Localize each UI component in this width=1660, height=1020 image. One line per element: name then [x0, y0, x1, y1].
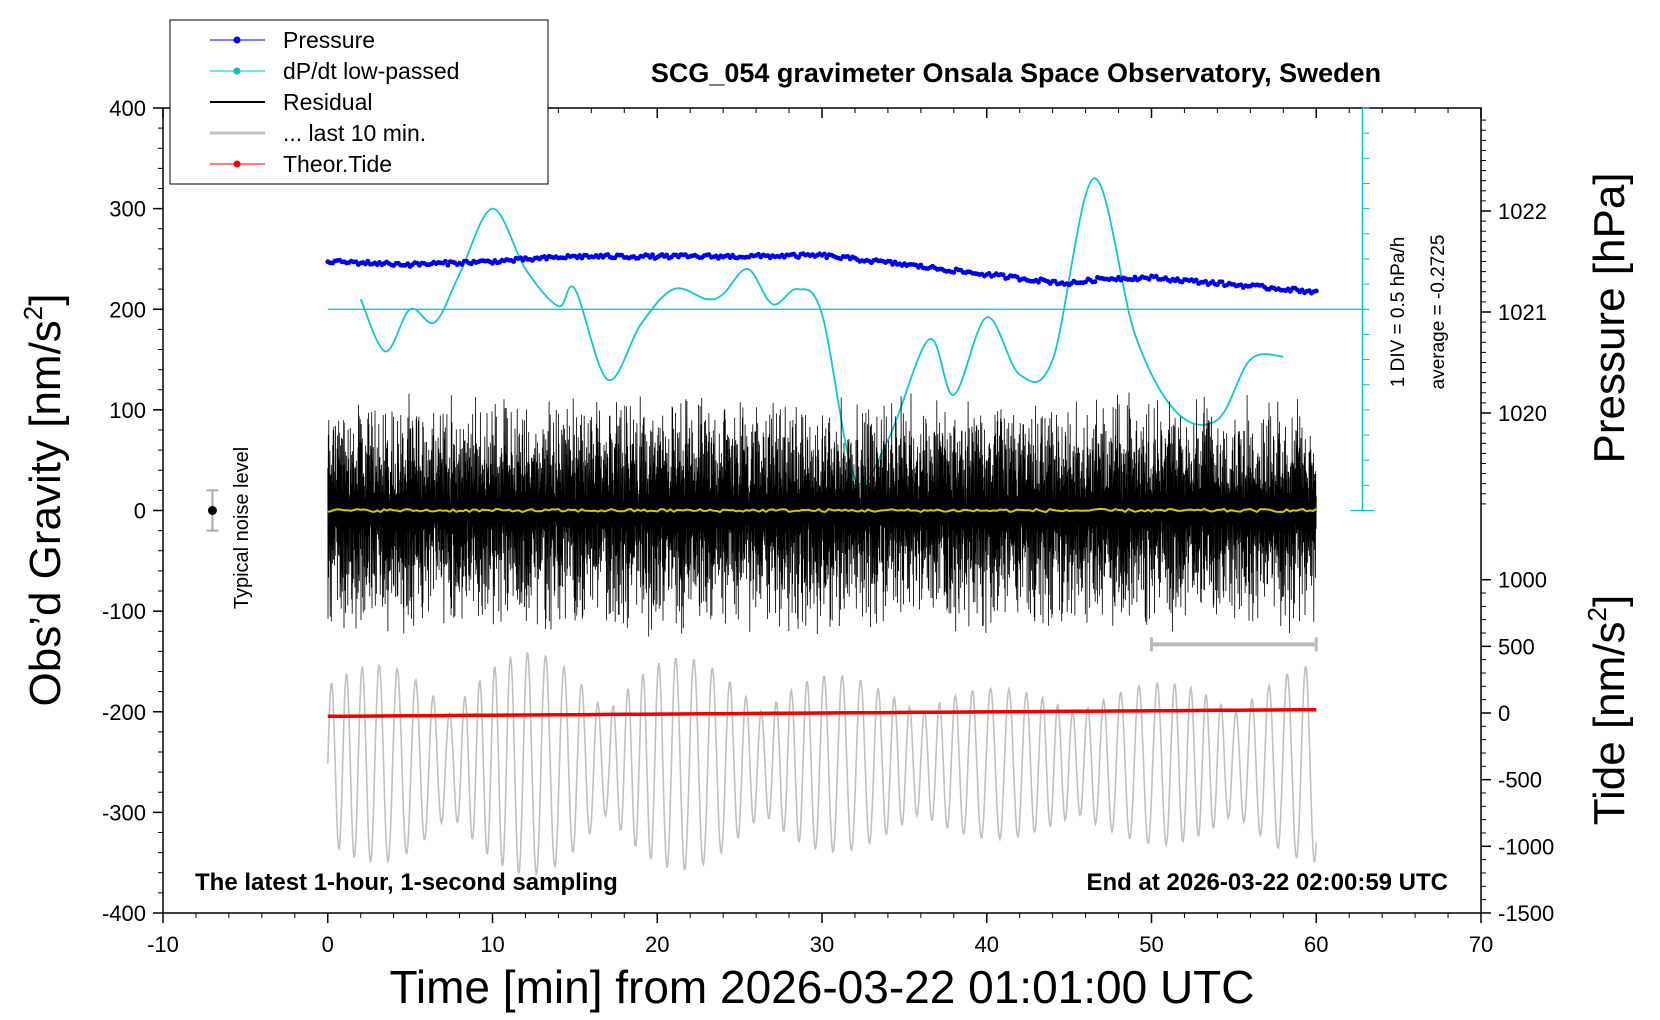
y-tick-label: -300: [102, 800, 146, 825]
y-tick-label: 100: [109, 398, 146, 423]
pressure-point: [445, 262, 451, 268]
residual-line: [327, 392, 1317, 637]
legend-item-tide: Theor.Tide: [210, 151, 392, 177]
y-axis-label-left-sup: 2: [18, 306, 48, 320]
dpdt-series: [327, 107, 1375, 512]
pressure-point: [822, 251, 827, 257]
pressure-series: [325, 251, 1319, 296]
y-axis-label-pressure: Pressure [hPa]: [1585, 172, 1634, 463]
dpdt-curve: [359, 177, 1284, 486]
legend-item-last10: ... last 10 min.: [210, 120, 426, 146]
last-10-min-series: [327, 651, 1318, 878]
x-tick-label: 50: [1139, 932, 1163, 957]
legend-pressure-label: Pressure: [283, 27, 375, 53]
legend-item-dpdt: dP/dt low-passed: [210, 58, 459, 84]
x-tick-label: 0: [322, 932, 334, 957]
x-tick-label: 10: [480, 932, 504, 957]
chart-title: SCG_054 gravimeter Onsala Space Observat…: [651, 58, 1381, 88]
tide-tick-label: -500: [1498, 768, 1542, 793]
tide-tick-label: 0: [1498, 701, 1510, 726]
pressure-tick-label: 1021: [1498, 300, 1547, 325]
legend-item-residual: Residual: [210, 89, 373, 115]
noise-level-label: Typical noise level: [231, 447, 253, 609]
legend-last10-label: ... last 10 min.: [283, 120, 426, 146]
legend-dpdt-label: dP/dt low-passed: [283, 58, 459, 84]
x-tick-label: 60: [1304, 932, 1328, 957]
y-axis-label-left-end: ]: [21, 293, 70, 305]
annotation-bottom-right: End at 2026-03-22 02:00:59 UTC: [1087, 869, 1449, 896]
pressure-point: [650, 252, 655, 257]
y-tick-label: 200: [109, 297, 146, 322]
x-axis-label: Time [min] from 2026-03-22 01:01:00 UTC: [390, 961, 1255, 1013]
y-tick-label: -400: [102, 901, 146, 926]
legend-item-pressure: Pressure: [210, 27, 375, 53]
y-tick-label: 300: [109, 197, 146, 222]
x-tick-label: 20: [645, 932, 669, 957]
tide-tick-label: 1000: [1498, 568, 1547, 593]
legend-residual-label: Residual: [283, 89, 373, 115]
pressure-point: [443, 258, 448, 264]
x-axis-ticks: -10 0 10 20 30 40 50 60 70: [147, 108, 1493, 957]
last-10-min-line: [327, 651, 1318, 878]
residual-smoothed-line: [327, 507, 1317, 514]
noise-bar-dot: [207, 506, 217, 515]
legend-tide-label: Theor.Tide: [283, 151, 392, 177]
x-tick-label: 40: [975, 932, 999, 957]
pressure-point: [1219, 279, 1225, 285]
y-tick-label: -100: [102, 599, 146, 624]
pressure-point: [1193, 277, 1199, 283]
y-axis-ticks: 400 300 200 100 0 -100 -200 -300 -400: [102, 96, 163, 926]
x-tick-label: 70: [1469, 932, 1493, 957]
pressure-axis-ticks: 1022 1021 1020: [1481, 119, 1547, 505]
pressure-tick-label: 1022: [1498, 199, 1547, 224]
pressure-point: [951, 270, 957, 275]
pressure-tick-label: 1020: [1498, 401, 1547, 426]
scale-div-label: 1 DIV = 0.5 hPa/h: [1388, 237, 1409, 388]
y-axis-label-left: Obs’d Gravity [nm/s2]: [18, 293, 70, 706]
residual-series: [327, 392, 1317, 637]
tide-tick-label: 500: [1498, 634, 1535, 659]
legend-pressure-marker: [233, 36, 241, 44]
y-axis-label-tide-main: Tide [nm/s: [1585, 621, 1634, 825]
pressure-point: [796, 255, 801, 260]
x-tick-label: 30: [810, 932, 834, 957]
tide-tick-label: -1500: [1498, 901, 1554, 926]
chart-extras: [206, 489, 1318, 652]
pressure-point: [1000, 272, 1006, 278]
pressure-point: [1146, 276, 1152, 282]
y-axis-label-tide-end: ]: [1585, 595, 1634, 607]
tide-axis-ticks: 1000 500 0 -500 -1000 -1500: [1481, 568, 1554, 926]
x-tick-label: -10: [147, 932, 179, 957]
y-tick-label: -200: [102, 700, 146, 725]
pressure-point: [1092, 279, 1098, 285]
theor-tide-series: [327, 707, 1317, 719]
legend-tide-marker: [233, 160, 241, 168]
y-axis-label-tide: Tide [nm/s2]: [1582, 595, 1634, 825]
tide-tick-label: -1000: [1498, 834, 1554, 859]
pressure-point: [1036, 279, 1041, 285]
y-axis-label-left-main: Obs’d Gravity [nm/s: [21, 320, 70, 706]
tide-line: [327, 707, 1317, 719]
annotation-bottom-left: The latest 1-hour, 1-second sampling: [195, 869, 618, 896]
y-tick-label: 400: [109, 96, 146, 121]
pressure-point: [459, 262, 465, 267]
legend-dpdt-marker: [233, 67, 241, 75]
legend: Pressure dP/dt low-passed Residual ... l…: [169, 19, 549, 185]
y-axis-label-tide-sup: 2: [1582, 607, 1612, 621]
pressure-point: [1313, 288, 1319, 294]
y-tick-label: 0: [134, 499, 146, 524]
scale-average-label: average = -0.2725: [1428, 235, 1449, 390]
